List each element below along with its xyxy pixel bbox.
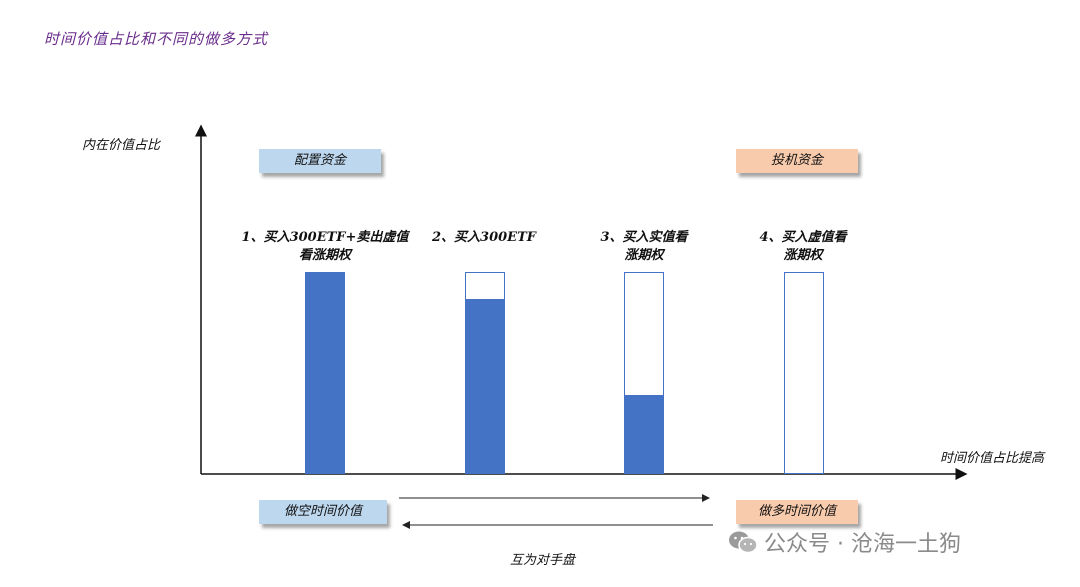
column-label-3-line2: 涨期权 <box>624 248 664 263</box>
wechat-icon <box>728 529 758 561</box>
column-label-3-line1: 3、买入实值看 <box>600 230 688 245</box>
column-label-3: 3、买入实值看 涨期权 <box>549 229 739 265</box>
bar-1-fill <box>306 273 344 473</box>
bar-3-fill <box>625 395 663 473</box>
column-label-2: 2、买入300ETF <box>389 229 579 247</box>
bar-2 <box>465 272 505 474</box>
long-time-value-tag: 做多时间价值 <box>736 500 858 524</box>
bar-1 <box>305 272 345 474</box>
bar-2-fill <box>466 299 504 473</box>
x-axis-label: 时间价值占比提高 <box>940 451 1045 466</box>
page-title: 时间价值占比和不同的做多方式 <box>44 30 269 48</box>
short-time-value-tag: 做空时间价值 <box>259 500 387 524</box>
column-label-2-line1: 2、买入300ETF <box>432 230 536 245</box>
column-label-4-line1: 4、买入虚值看 <box>759 230 847 245</box>
watermark-text: 公众号 · 沧海一土狗 <box>764 532 961 557</box>
y-axis-label: 内在价值占比 <box>82 138 161 153</box>
speculation-tag: 投机资金 <box>736 149 858 173</box>
bar-3 <box>624 272 664 474</box>
bar-4 <box>784 272 824 474</box>
watermark: 公众号 · 沧海一土狗 <box>728 526 961 561</box>
column-label-1-line2: 看涨期权 <box>298 248 351 263</box>
column-label-4: 4、买入虚值看 涨期权 <box>708 229 898 265</box>
column-label-4-line2: 涨期权 <box>783 248 823 263</box>
column-label-1-line1: 1、买入300ETF+卖出虚值 <box>241 230 409 245</box>
allocation-tag: 配置资金 <box>259 149 381 173</box>
mutual-counterparty-label: 互为对手盘 <box>510 553 576 568</box>
column-label-1: 1、买入300ETF+卖出虚值 看涨期权 <box>230 229 420 265</box>
